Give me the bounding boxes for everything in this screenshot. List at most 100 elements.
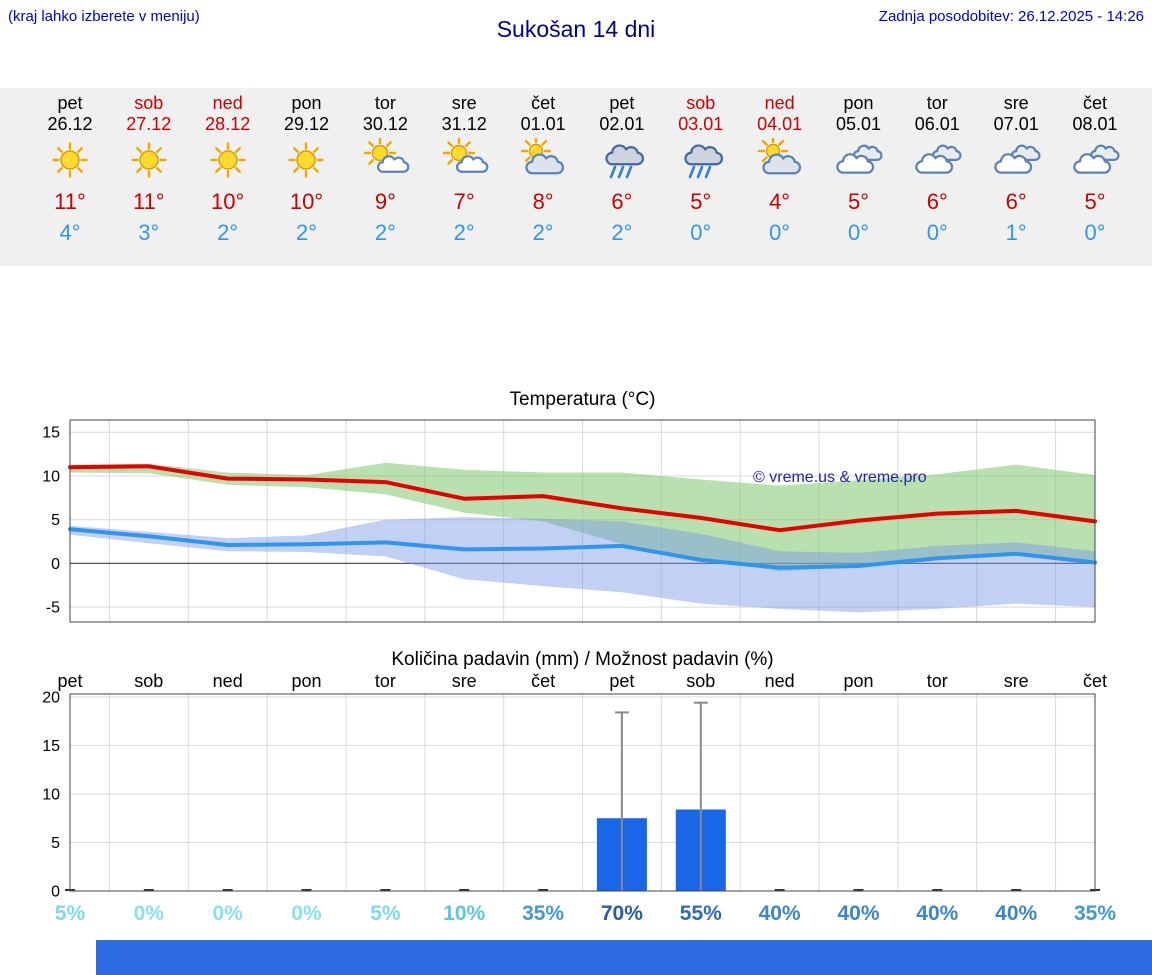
weather-icon-cloudy xyxy=(836,144,884,174)
precip-probability: 40% xyxy=(837,902,880,925)
precip-probability: 10% xyxy=(443,902,486,925)
weather-icon-cloudy xyxy=(1073,144,1120,174)
day-date: 30.12 xyxy=(362,114,408,134)
precip-day-label: sre xyxy=(452,672,477,691)
rain-drops xyxy=(609,165,633,179)
day-date: 27.12 xyxy=(126,114,172,134)
day-column-02.01: pet 02.01 6° 2° xyxy=(583,88,662,266)
high-temp: 6° xyxy=(1005,189,1027,214)
day-date: 05.01 xyxy=(835,114,882,134)
precip-day-label: tor xyxy=(927,672,948,691)
high-temp: 9° xyxy=(374,189,396,214)
high-temp: 11° xyxy=(54,189,86,214)
weather-icon-cloudy xyxy=(915,144,962,174)
day-name: sob xyxy=(134,93,164,113)
day-date: 29.12 xyxy=(283,114,330,134)
day-name: pon xyxy=(843,93,874,113)
temp-y-tick: 5 xyxy=(51,512,60,529)
band-min-temp-range xyxy=(70,517,1095,613)
day-name: čet xyxy=(1082,93,1107,113)
last-updated: Zadnja posodobitev: 26.12.2025 - 14:26 xyxy=(878,8,1144,25)
day-name: tor xyxy=(926,93,948,113)
day-date: 08.01 xyxy=(1072,114,1118,134)
high-temp: 5° xyxy=(690,189,712,214)
day-column-04.01: ned 04.01 4° 0° xyxy=(740,88,819,266)
weather-icon-mostly-sunny xyxy=(364,138,410,173)
day-column-31.12: sre 31.12 7° 2° xyxy=(425,88,504,266)
temp-plot-border xyxy=(69,419,1096,623)
precip-y-tick: 15 xyxy=(42,738,60,755)
day-column-01.01: čet 01.01 8° 2° xyxy=(504,88,583,266)
low-temp: 1° xyxy=(1005,220,1027,245)
temp-y-tick: -5 xyxy=(46,600,60,617)
sun-rays xyxy=(52,142,88,178)
low-temp: 0° xyxy=(1084,220,1106,245)
temp-y-tick: 0 xyxy=(51,556,60,573)
precip-day-label: čet xyxy=(1083,672,1107,691)
high-temp: 4° xyxy=(769,189,791,214)
temperature-chart: -5 0 5 10 15 xyxy=(42,419,1097,623)
day-column-08.01: čet 08.01 5° 0° xyxy=(1056,88,1135,266)
day-date: 07.01 xyxy=(993,114,1039,134)
sun-rays xyxy=(131,142,167,178)
day-name: pet xyxy=(57,93,83,113)
precip-y-tick: 10 xyxy=(42,787,60,804)
precip-day-label: pon xyxy=(843,672,873,691)
header-note: (kraj lahko izberete v meniju) xyxy=(8,8,200,25)
high-temp: 10° xyxy=(289,189,324,214)
precip-day-label: sob xyxy=(134,672,163,691)
precip-probability: 5% xyxy=(54,902,86,925)
precip-y-tick: 5 xyxy=(51,835,60,852)
precip-probability: 5% xyxy=(370,902,401,925)
sun-rays xyxy=(209,142,246,178)
day-date: 31.12 xyxy=(441,114,487,134)
forecast-strip: pet 26.12 11° 4° sob 27.12 11° 3° ned 28.12 10° 2° p… xyxy=(0,88,1152,266)
day-name: sob xyxy=(686,93,716,113)
precipitation-chart: pet sob ned pon tor sre čet pet sob ned pon tor sre č… xyxy=(42,672,1107,901)
day-date: 06.01 xyxy=(914,114,960,134)
day-name: pet xyxy=(609,93,635,113)
weather-icon-partly-cloudy xyxy=(757,138,801,175)
rain-drops xyxy=(688,165,712,179)
low-temp: 2° xyxy=(453,220,475,245)
footer-bar xyxy=(96,940,1152,975)
day-date: 26.12 xyxy=(47,114,93,134)
day-name: ned xyxy=(212,93,243,113)
weather-icon-rain xyxy=(684,144,723,179)
high-temp: 10° xyxy=(211,189,245,214)
precip-probability: 40% xyxy=(916,902,959,925)
precip-probability: 35% xyxy=(1073,902,1116,925)
low-temp: 0° xyxy=(926,220,948,245)
day-name: sre xyxy=(1003,93,1029,113)
precip-grid xyxy=(70,694,1095,891)
precip-probability: 0% xyxy=(291,902,322,925)
precip-probability: 35% xyxy=(522,902,565,925)
precip-probability-row: 5% 0% 0% 0% 5% 10% 35% 70% 55% 40% 40% 40% 40% 35% xyxy=(0,902,1152,932)
low-temp: 0° xyxy=(690,220,712,245)
sun-rays xyxy=(288,142,325,178)
line-max-temp xyxy=(68,464,1097,533)
band-max-temp-range xyxy=(70,462,1095,572)
precip-day-label: pon xyxy=(291,672,321,691)
day-column-26.12: pet 26.12 11° 4° xyxy=(31,88,110,266)
precip-day-label: čet xyxy=(531,672,555,691)
low-temp: 0° xyxy=(847,220,870,245)
precip-day-label: pet xyxy=(609,672,634,691)
day-name: čet xyxy=(531,93,556,113)
day-name: sre xyxy=(451,93,477,113)
weather-icon-mostly-sunny xyxy=(442,138,489,173)
weather-icon-partly-cloudy xyxy=(520,138,565,175)
low-temp: 2° xyxy=(217,220,239,245)
precip-probability: 0% xyxy=(133,902,164,925)
weather-icon-rain xyxy=(605,144,644,179)
high-temp: 5° xyxy=(847,189,870,214)
precip-day-label: ned xyxy=(213,672,243,691)
low-temp: 2° xyxy=(532,220,554,245)
line-min-temp xyxy=(68,527,1097,570)
precip-probability: 70% xyxy=(600,902,643,925)
low-temp: 3° xyxy=(138,220,160,245)
day-column-05.01: pon 05.01 5° 0° xyxy=(819,88,898,266)
day-column-27.12: sob 27.12 11° 3° xyxy=(109,88,188,266)
precip-day-label: pet xyxy=(57,672,82,691)
low-temp: 2° xyxy=(374,220,396,245)
